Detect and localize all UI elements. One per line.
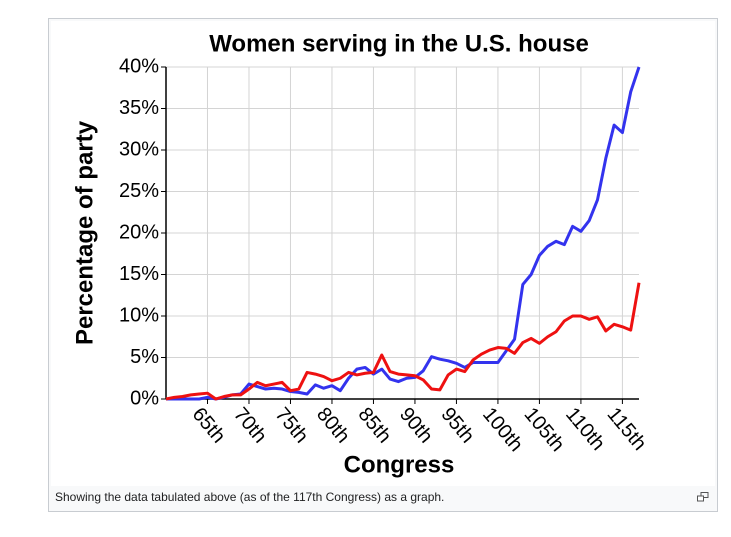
y-tick-label: 40%	[119, 55, 159, 77]
series-line	[166, 66, 641, 401]
enlarge-icon[interactable]	[697, 492, 709, 502]
x-tick-label: 65th	[188, 403, 230, 447]
y-axis-label: Percentage of party	[71, 120, 98, 345]
x-tick-label: 90th	[395, 403, 437, 447]
caption: Showing the data tabulated above (as of …	[55, 490, 445, 504]
x-tick-label: 85th	[354, 403, 396, 447]
y-tick-label: 30%	[119, 138, 159, 160]
figure-image: Women serving in the U.S. house Congress…	[51, 21, 715, 486]
chart-title: Women serving in the U.S. house	[209, 30, 589, 57]
y-tick-label: 10%	[119, 304, 159, 326]
x-tick-label: 70th	[229, 403, 271, 447]
x-tick-label: 110th	[561, 403, 609, 454]
figure-frame: Women serving in the U.S. house Congress…	[48, 18, 718, 512]
x-tick-label: 80th	[312, 403, 354, 447]
y-tick-label: 5%	[130, 346, 159, 368]
y-tick-label: 0%	[130, 387, 159, 409]
y-tick-label: 20%	[119, 221, 159, 243]
y-tick-label: 25%	[119, 180, 159, 202]
x-tick-label: 105th	[520, 403, 569, 455]
x-axis-label: Congress	[344, 451, 455, 478]
x-tick-label: 75th	[271, 403, 313, 447]
chart: Women serving in the U.S. house Congress…	[71, 30, 651, 478]
x-tick-label: 100th	[478, 403, 527, 455]
series-line	[165, 282, 641, 401]
y-tick-label: 35%	[119, 97, 159, 119]
x-tick-label: 115th	[603, 403, 651, 454]
y-tick-label: 15%	[119, 263, 159, 285]
x-tick-label: 95th	[437, 403, 479, 447]
